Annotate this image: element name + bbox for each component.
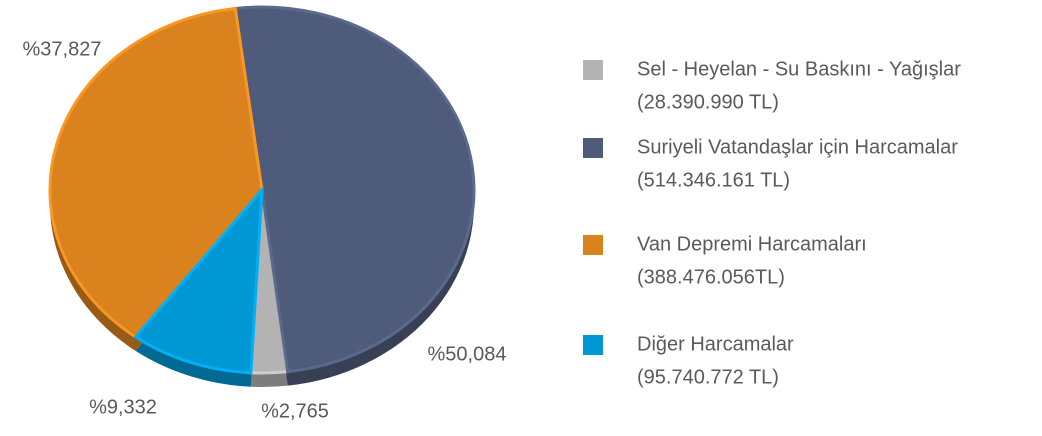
legend-swatch	[583, 138, 603, 158]
legend-swatch	[583, 335, 603, 355]
value-label: %9,332	[89, 396, 157, 418]
pie-slice	[133, 185, 264, 375]
value-label: %2,765	[261, 400, 329, 422]
legend-label: Van Depremi Harcamaları	[637, 233, 867, 255]
legend-swatch	[583, 60, 603, 80]
value-label: %37,827	[23, 38, 102, 60]
legend-label: Suriyeli Vatandaşlar için Harcamalar	[637, 136, 958, 158]
legend-amount: (388.476.056TL)	[637, 266, 785, 288]
legend-label: Sel - Heyelan - Su Baskını - Yağışlar	[637, 58, 961, 80]
value-label: %50,084	[428, 343, 507, 365]
legend-swatch	[583, 235, 603, 255]
legend-amount: (514.346.161 TL)	[637, 169, 790, 191]
legend-label: Diğer Harcamalar	[637, 333, 794, 355]
pie-slice	[48, 6, 264, 339]
legend-amount: (95.740.772 TL)	[637, 366, 779, 388]
legend-amount: (28.390.990 TL)	[637, 91, 779, 113]
pie-slice	[233, 5, 476, 374]
